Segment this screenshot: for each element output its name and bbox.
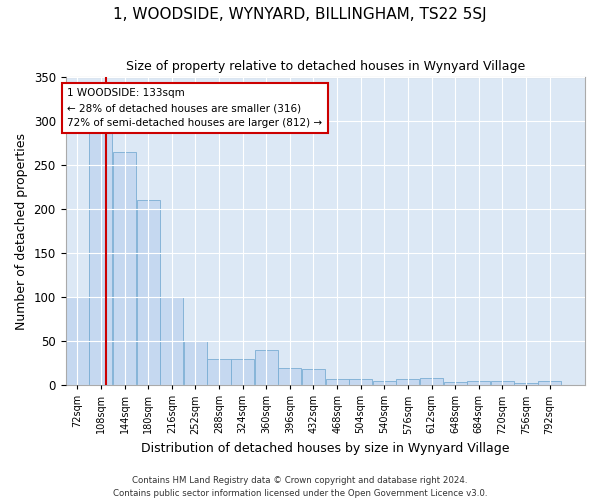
Bar <box>491 380 514 385</box>
Bar <box>113 152 136 385</box>
Bar <box>326 379 349 385</box>
Bar <box>137 200 160 385</box>
Bar <box>373 380 396 385</box>
Bar <box>208 358 230 385</box>
Bar <box>254 350 278 385</box>
Bar <box>467 380 490 385</box>
Y-axis label: Number of detached properties: Number of detached properties <box>15 132 28 330</box>
Bar <box>420 378 443 385</box>
Bar <box>302 370 325 385</box>
Bar <box>278 368 301 385</box>
Bar <box>184 341 207 385</box>
Bar <box>231 358 254 385</box>
Bar <box>538 380 561 385</box>
Bar <box>66 297 89 385</box>
Bar <box>349 379 372 385</box>
Text: Contains HM Land Registry data © Crown copyright and database right 2024.
Contai: Contains HM Land Registry data © Crown c… <box>113 476 487 498</box>
Bar <box>397 379 419 385</box>
Bar <box>443 382 467 385</box>
Text: 1, WOODSIDE, WYNYARD, BILLINGHAM, TS22 5SJ: 1, WOODSIDE, WYNYARD, BILLINGHAM, TS22 5… <box>113 8 487 22</box>
Text: 1 WOODSIDE: 133sqm
← 28% of detached houses are smaller (316)
72% of semi-detach: 1 WOODSIDE: 133sqm ← 28% of detached hou… <box>67 88 323 128</box>
Bar <box>160 297 184 385</box>
X-axis label: Distribution of detached houses by size in Wynyard Village: Distribution of detached houses by size … <box>141 442 509 455</box>
Bar <box>89 132 112 385</box>
Title: Size of property relative to detached houses in Wynyard Village: Size of property relative to detached ho… <box>125 60 525 73</box>
Bar <box>514 384 538 385</box>
